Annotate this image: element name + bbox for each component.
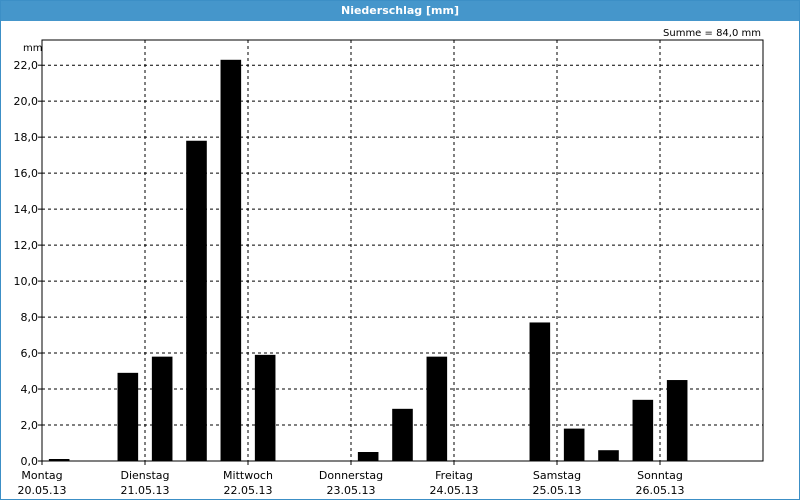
y-tick-label: 14,0 [14, 203, 39, 216]
bar-layer [48, 59, 688, 462]
y-tick-label: 0,0 [21, 455, 39, 468]
grid-layer [38, 40, 763, 465]
day-date-label: 20.05.13 [18, 484, 67, 497]
precipitation-bar [666, 380, 688, 461]
day-name-label: Dienstag [120, 469, 169, 482]
precipitation-bar [151, 356, 173, 461]
day-date-label: 23.05.13 [327, 484, 376, 497]
precipitation-bar [186, 140, 207, 461]
sum-label: Summe = 84,0 mm [663, 28, 761, 39]
y-tick-label: 18,0 [14, 131, 39, 144]
day-name-label: Montag [21, 469, 62, 482]
precipitation-bar [48, 459, 70, 461]
precipitation-chart: 0,0 2,0 4,0 6,0 8,0 10,0 12,0 14,0 16,0 18,0 20,0 2… [14, 28, 764, 497]
y-tick-label: 4,0 [21, 383, 39, 396]
plot-frame [41, 39, 764, 462]
day-name-label: Donnerstag [319, 469, 383, 482]
y-tick-label: 6,0 [21, 347, 39, 360]
precipitation-bar [598, 450, 619, 461]
y-tick-label: 16,0 [14, 167, 39, 180]
day-name-label: Sonntag [637, 469, 683, 482]
y-tick-label: 12,0 [14, 239, 39, 252]
label-layer: 0,0 2,0 4,0 6,0 8,0 10,0 12,0 14,0 16,0 18,0 20,0 2… [14, 59, 685, 497]
y-tick-label: 20,0 [14, 95, 39, 108]
y-unit-label: mm [23, 43, 42, 54]
precipitation-bar [632, 399, 654, 461]
y-tick-label: 10,0 [14, 275, 39, 288]
precipitation-bar [254, 354, 276, 461]
precipitation-bar [357, 452, 379, 461]
precipitation-bar [529, 322, 551, 461]
precipitation-bar [392, 408, 413, 461]
window-title: Niederschlag [mm] [1, 1, 799, 21]
y-tick-label: 8,0 [21, 311, 39, 324]
precipitation-bar [563, 428, 585, 461]
day-date-label: 22.05.13 [224, 484, 273, 497]
precipitation-bar [426, 356, 448, 461]
precipitation-bar [117, 372, 139, 461]
day-name-label: Samstag [533, 469, 581, 482]
y-tick-label: 2,0 [21, 419, 39, 432]
day-name-label: Mittwoch [223, 469, 273, 482]
day-date-label: 21.05.13 [121, 484, 170, 497]
day-date-label: 24.05.13 [430, 484, 479, 497]
day-date-label: 26.05.13 [636, 484, 685, 497]
precipitation-bar [220, 59, 242, 462]
day-date-label: 25.05.13 [533, 484, 582, 497]
day-name-label: Freitag [435, 469, 473, 482]
y-tick-label: 22,0 [14, 59, 39, 72]
